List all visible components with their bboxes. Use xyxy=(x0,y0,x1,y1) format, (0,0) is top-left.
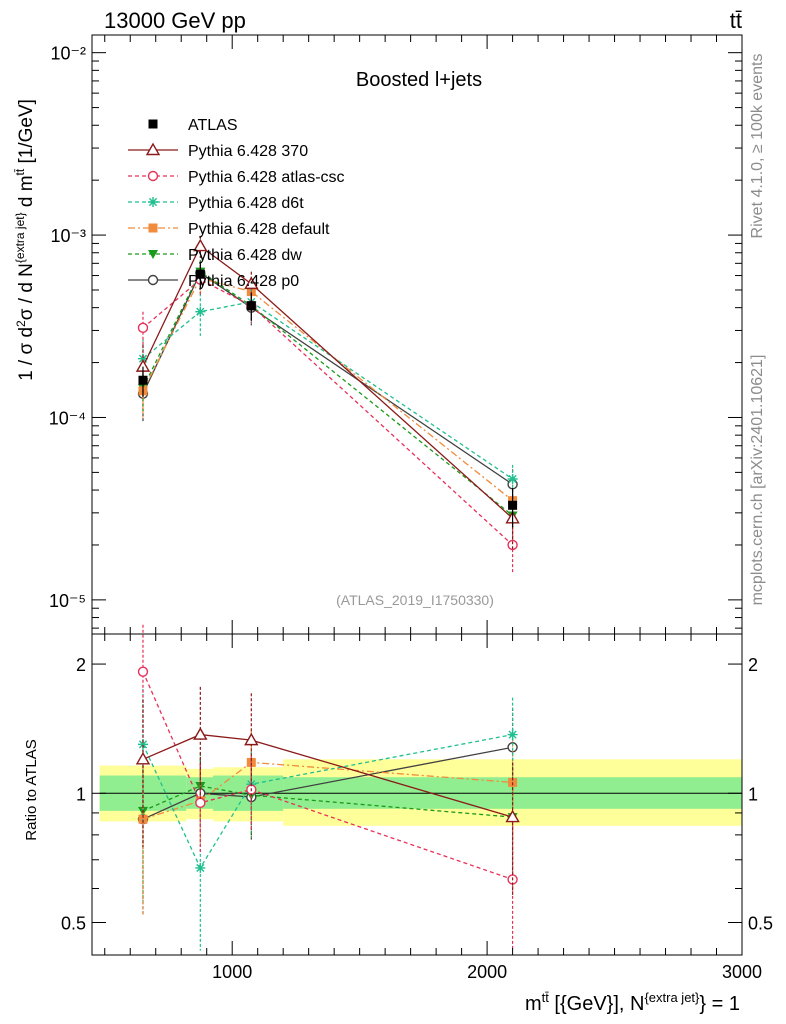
main-series-6 xyxy=(137,261,518,503)
ratio-ytick-label-right-2: 2 xyxy=(748,655,758,675)
legend-label-5: Pythia 6.428 dw xyxy=(188,247,302,264)
main-series-2 xyxy=(137,266,518,574)
legend-label-1: Pythia 6.428 370 xyxy=(188,143,308,160)
main-line-1 xyxy=(142,245,514,519)
main-point-0-0 xyxy=(138,375,148,385)
side-label-bottom: mcplots.cern.ch [arXiv:2401.10621] xyxy=(749,355,766,606)
ratio-line-4 xyxy=(142,785,513,818)
legend-entry-5: Pythia 6.428 dw xyxy=(128,247,302,264)
legend-entry-0: ATLAS xyxy=(148,117,238,134)
main-line-3 xyxy=(142,301,513,480)
xtick-label-0: 1000 xyxy=(212,962,252,982)
main-point-1-2 xyxy=(244,276,259,290)
main-series-5 xyxy=(137,260,518,542)
legend-marker-3 xyxy=(148,197,158,207)
ratio-point-2-1 xyxy=(195,862,206,873)
ratio-ytick-label-right-1: 1 xyxy=(748,784,758,804)
ratio-ytick-label-left-2: 2 xyxy=(76,655,86,675)
header-left: 13000 GeV pp xyxy=(104,8,246,33)
ratio-ytick-label-right-0: 0.5 xyxy=(748,913,773,933)
main-point-3-1 xyxy=(195,306,206,317)
ratio-ytick-label-left-1: 1 xyxy=(76,784,86,804)
main-ytick-label-1: 10⁻⁴ xyxy=(49,408,86,428)
main-line-2 xyxy=(142,278,514,546)
ratio-line-2 xyxy=(142,733,513,870)
main-line-6 xyxy=(142,271,513,485)
ratio-line-1 xyxy=(142,671,513,881)
ratio-point-0-3 xyxy=(505,809,520,823)
main-point-0-2 xyxy=(246,301,256,311)
ratio-point-2-3 xyxy=(507,729,518,740)
ratio-point-1-1 xyxy=(195,797,206,809)
xtick-label-1: 2000 xyxy=(467,962,507,982)
main-series-0 xyxy=(138,262,518,528)
ratio-line-3 xyxy=(142,761,513,820)
main-point-3-0 xyxy=(137,353,148,364)
legend-label-0: ATLAS xyxy=(188,117,238,134)
main-point-0-1 xyxy=(195,269,205,279)
legend-entry-6: Pythia 6.428 p0 xyxy=(128,273,299,290)
legend-entry-2: Pythia 6.428 atlas-csc xyxy=(128,169,345,186)
ratio-point-1-0 xyxy=(137,666,149,677)
legend-label-4: Pythia 6.428 default xyxy=(188,221,330,238)
legend-marker-0 xyxy=(148,119,158,129)
main-title: Boosted l+jets xyxy=(356,69,482,91)
ratio-ytick-label-left-0: 0.5 xyxy=(61,913,86,933)
xtick-label-2: 3000 xyxy=(722,962,762,982)
analysis-id: (ATLAS_2019_I1750330) xyxy=(336,592,494,608)
ratio-point-2-0 xyxy=(137,739,148,750)
main-ytick-label-3: 10⁻² xyxy=(50,44,86,64)
main-point-0-3 xyxy=(508,500,518,510)
legend-entry-1: Pythia 6.428 370 xyxy=(128,142,308,160)
ratio-point-0-2 xyxy=(244,732,259,746)
main-ylabel: 1 / σ d2σ / d N{extra jet} d mtt̄ [1/GeV… xyxy=(13,99,37,381)
legend-label-3: Pythia 6.428 d6t xyxy=(188,195,304,212)
legend-entry-4: Pythia 6.428 default xyxy=(128,221,330,238)
main-ytick-label-0: 10⁻⁵ xyxy=(49,591,86,611)
side-label-top: Rivet 4.1.0, ≥ 100k events xyxy=(749,54,766,239)
main-line-5 xyxy=(142,270,514,517)
legend-label-6: Pythia 6.428 p0 xyxy=(188,273,299,290)
main-point-2-3 xyxy=(507,539,518,551)
ratio-series-0 xyxy=(135,686,520,895)
x-axis-label: mtt̄ [{GeV}], N{extra jet}} = 1 xyxy=(525,990,740,1015)
legend-label-2: Pythia 6.428 atlas-csc xyxy=(188,169,345,186)
main-series-3 xyxy=(137,288,518,497)
main-ytick-label-2: 10⁻³ xyxy=(50,226,86,246)
legend-entry-3: Pythia 6.428 d6t xyxy=(128,195,304,212)
ratio-frame xyxy=(91,633,743,956)
main-point-1-1 xyxy=(193,238,208,252)
legend-marker-4 xyxy=(148,223,158,233)
ratio-line-0 xyxy=(142,733,513,818)
ratio-point-0-1 xyxy=(193,727,208,740)
ratio-point-0-0 xyxy=(135,751,151,765)
main-point-2-0 xyxy=(137,322,149,334)
main-series-4 xyxy=(138,265,518,522)
legend-marker-1 xyxy=(145,142,161,156)
header-right: tt̄ xyxy=(730,8,742,33)
ratio-ylabel: Ratio to ATLAS xyxy=(23,739,40,840)
main-point-3-3 xyxy=(507,473,518,484)
ratio-point-3-3 xyxy=(508,777,518,787)
legend-marker-2 xyxy=(147,170,159,182)
legend-marker-6 xyxy=(147,274,159,286)
legend-marker-5 xyxy=(148,250,158,259)
